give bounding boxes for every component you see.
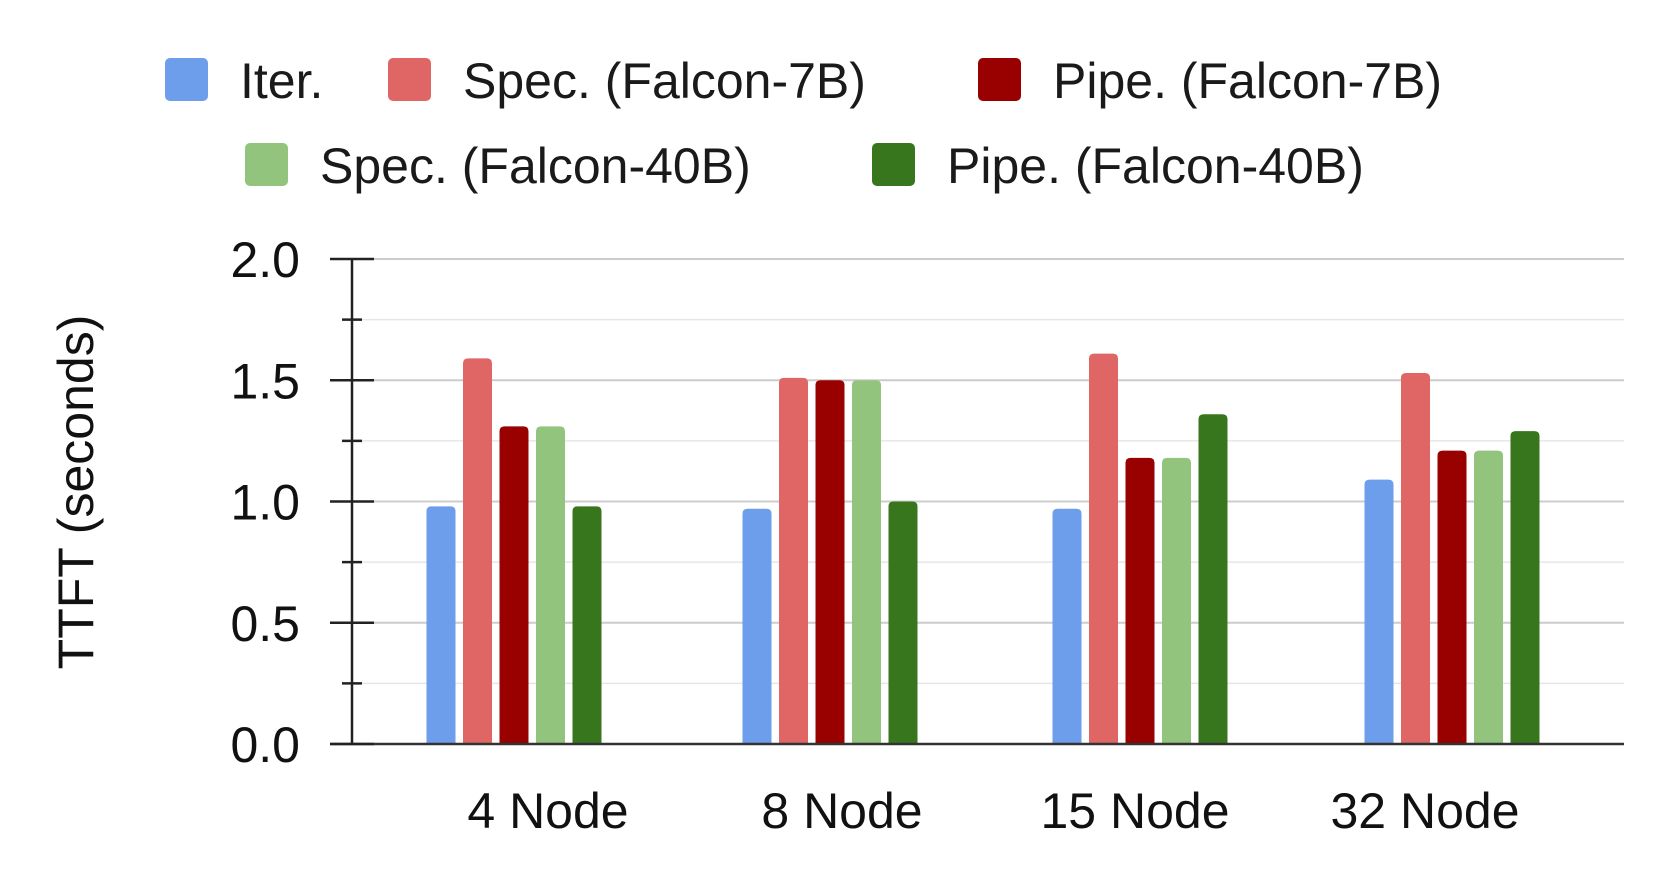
y-tick-label: 0.5	[230, 596, 300, 652]
bar-8-node-series-2	[815, 380, 845, 744]
bar-15-node-series-3	[1162, 457, 1191, 744]
bar-32-node-series-2	[1437, 450, 1467, 744]
legend-swatch	[872, 143, 915, 186]
bar-32-node-series-3	[1474, 450, 1503, 744]
legend-swatch	[978, 58, 1021, 101]
bar-15-node-series-1	[1089, 353, 1118, 744]
axes	[330, 257, 1624, 746]
y-tick-label: 2.0	[230, 232, 300, 288]
x-tick-label: 8 Node	[761, 783, 922, 839]
legend-swatch	[388, 58, 431, 101]
y-tick-label: 1.5	[230, 353, 300, 409]
legend-swatch	[165, 58, 208, 101]
bar-4-node-series-4	[572, 506, 602, 744]
bar-32-node-series-1	[1401, 372, 1430, 744]
legend-label: Iter.	[240, 53, 323, 109]
bar-8-node-series-4	[888, 501, 918, 744]
x-tick-label: 4 Node	[467, 783, 628, 839]
legend-label: Spec. (Falcon-7B)	[463, 53, 866, 109]
legend-label: Spec. (Falcon-40B)	[320, 138, 751, 194]
bar-4-node-series-2	[499, 426, 529, 744]
y-tick-label: 0.0	[230, 717, 300, 773]
bar-15-node-series-0	[1052, 508, 1082, 744]
bar-15-node-series-2	[1125, 457, 1155, 744]
bar-4-node-series-0	[426, 506, 456, 744]
legend: Iter. Spec. (Falcon-7B) Pipe. (Falcon-7B) S…	[165, 53, 1442, 194]
x-tick-label: 15 Node	[1040, 783, 1229, 839]
bar-8-node-series-1	[779, 377, 808, 744]
bar-32-node-series-0	[1364, 479, 1394, 744]
x-tick-label: 32 Node	[1330, 783, 1519, 839]
y-tick-labels: 0.0 0.5 1.0 1.5 2.0	[230, 232, 300, 773]
bars	[426, 353, 1540, 744]
legend-swatch	[245, 143, 288, 186]
bar-4-node-series-3	[536, 426, 565, 744]
legend-label: Pipe. (Falcon-7B)	[1053, 53, 1442, 109]
bar-4-node-series-1	[463, 358, 492, 744]
y-axis-title: TTFT (seconds)	[48, 315, 104, 670]
x-tick-labels: 4 Node 8 Node 15 Node 32 Node	[467, 783, 1519, 839]
bar-8-node-series-0	[742, 508, 772, 744]
legend-label: Pipe. (Falcon-40B)	[947, 138, 1364, 194]
bar-15-node-series-4	[1198, 414, 1228, 744]
y-tick-label: 1.0	[230, 475, 300, 531]
bar-8-node-series-3	[852, 380, 881, 744]
bar-32-node-series-4	[1510, 431, 1540, 744]
